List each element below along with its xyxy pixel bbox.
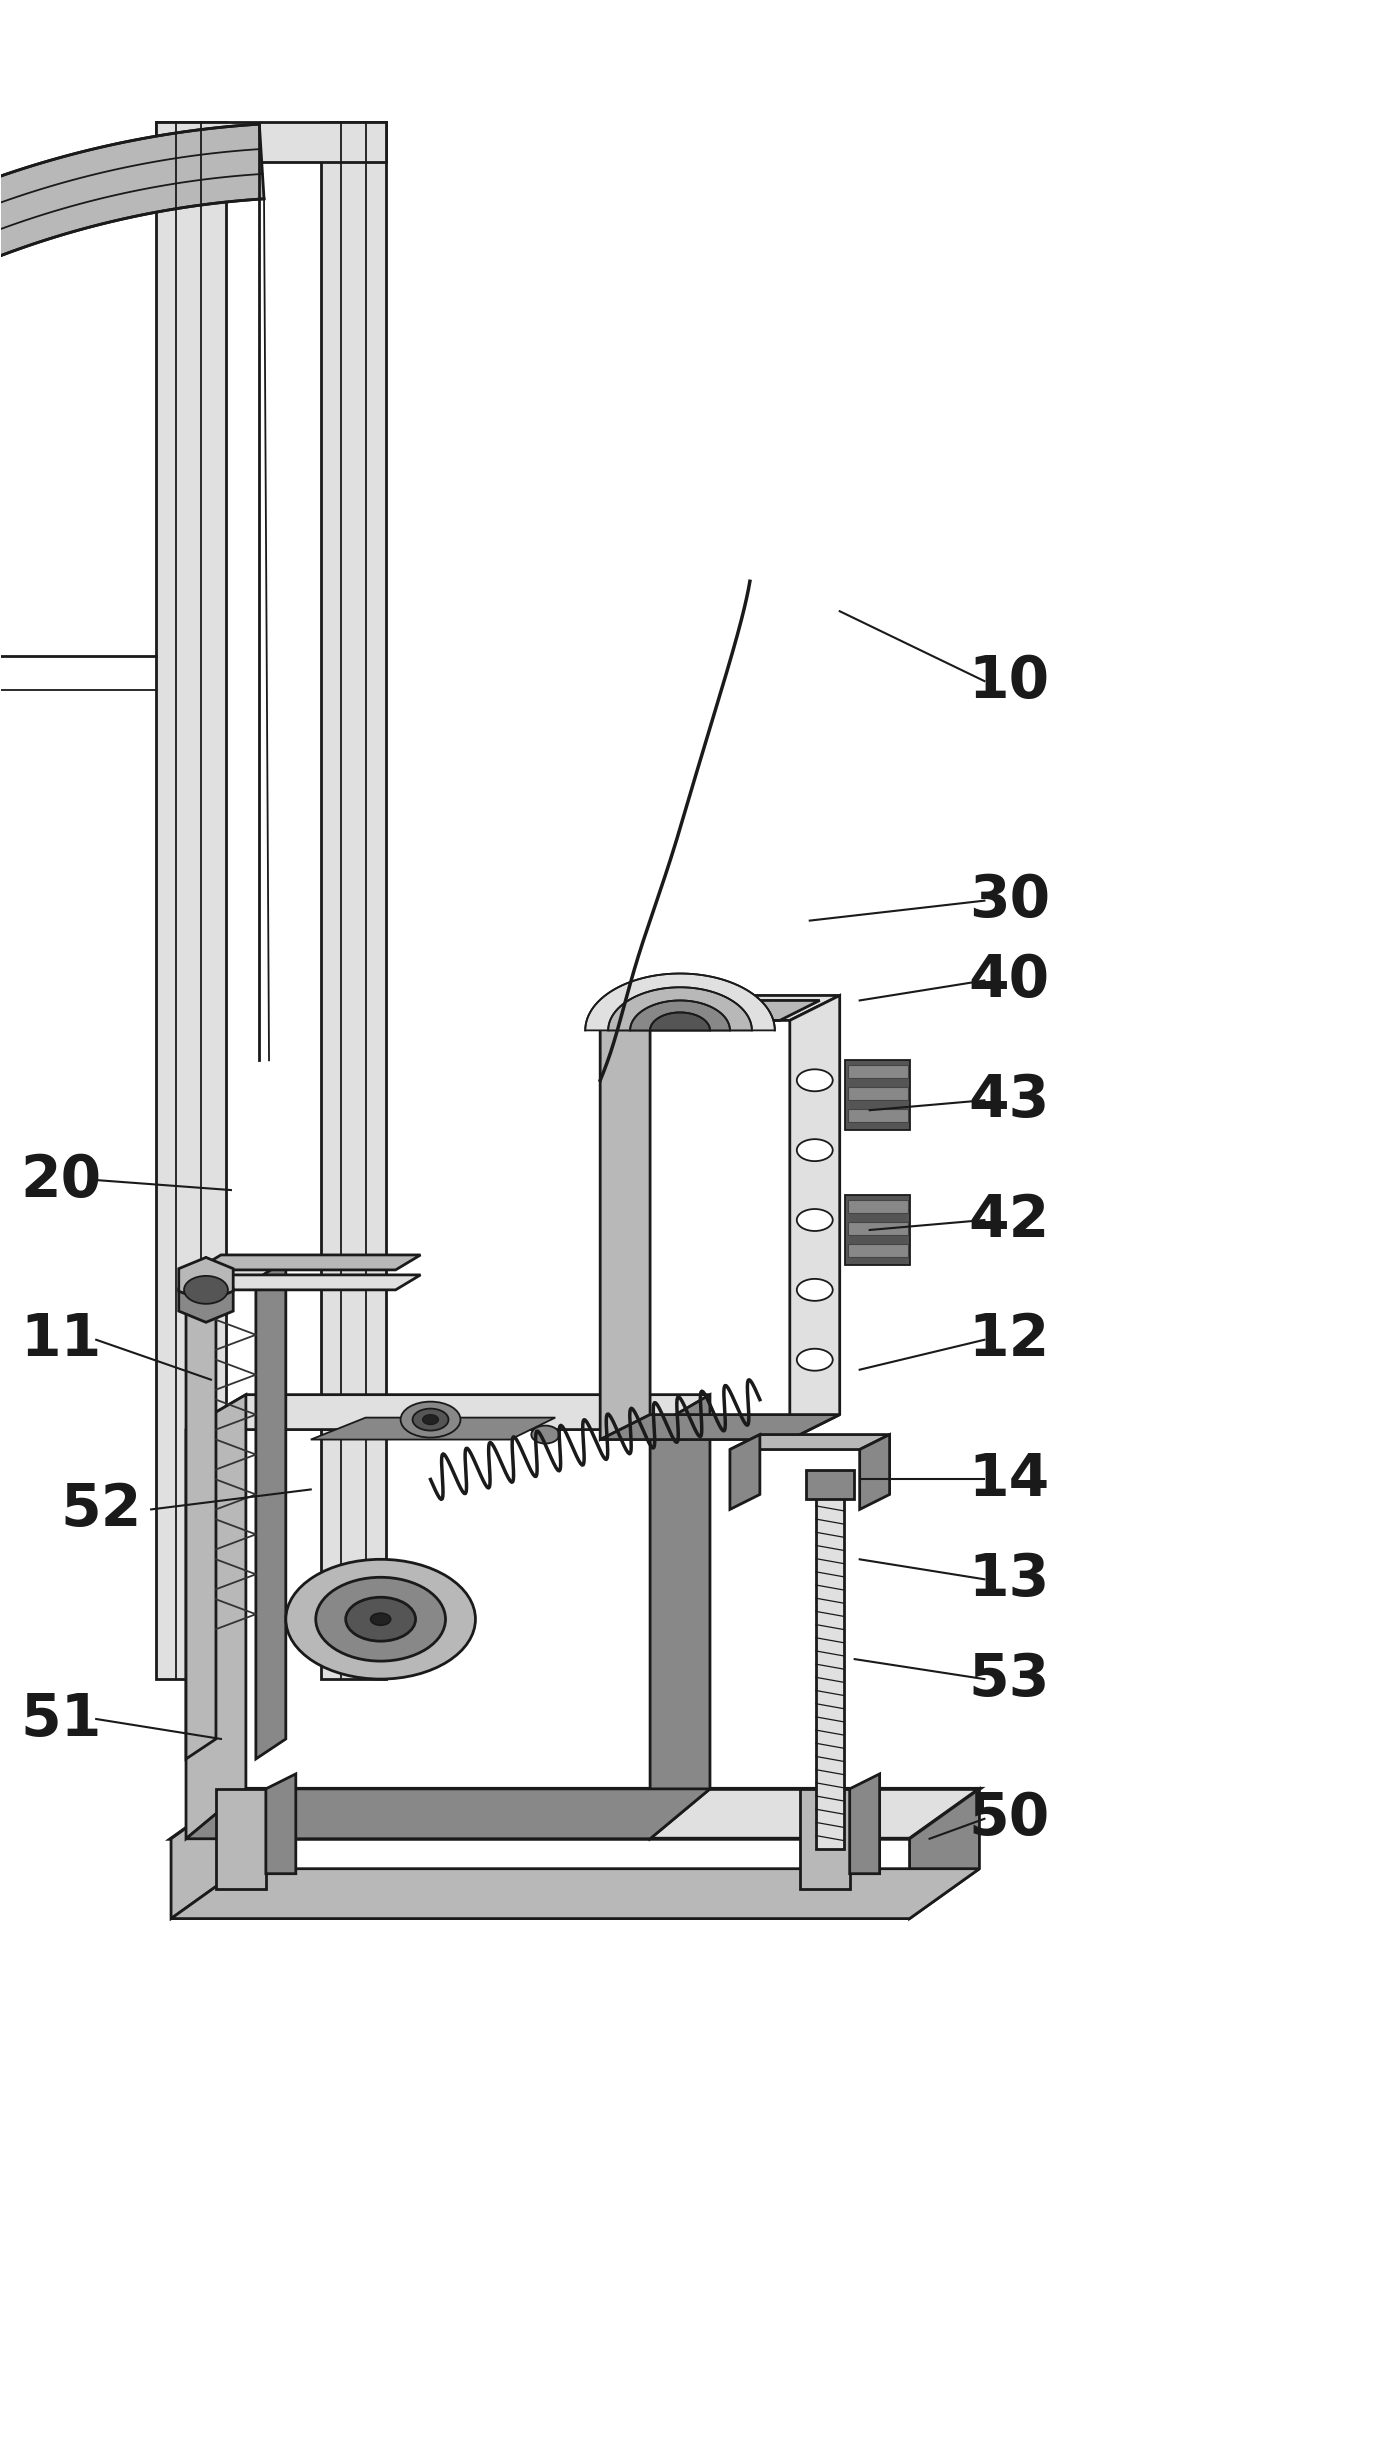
Ellipse shape: [286, 1559, 475, 1678]
Text: 11: 11: [21, 1312, 101, 1368]
Polygon shape: [311, 1417, 555, 1439]
Polygon shape: [179, 1258, 234, 1302]
Ellipse shape: [346, 1598, 416, 1642]
Polygon shape: [0, 125, 264, 691]
Polygon shape: [171, 1788, 980, 1840]
Polygon shape: [630, 1002, 730, 1031]
Polygon shape: [848, 1087, 908, 1099]
Polygon shape: [585, 972, 774, 1031]
Polygon shape: [186, 1395, 710, 1429]
Ellipse shape: [796, 1349, 833, 1371]
Ellipse shape: [796, 1070, 833, 1092]
Ellipse shape: [316, 1578, 446, 1661]
Polygon shape: [848, 1200, 908, 1214]
Polygon shape: [651, 1395, 710, 1840]
Text: 13: 13: [969, 1551, 1049, 1607]
Polygon shape: [265, 1774, 296, 1874]
Polygon shape: [171, 1869, 980, 1918]
Text: 50: 50: [969, 1791, 1049, 1847]
Ellipse shape: [796, 1278, 833, 1300]
Ellipse shape: [796, 1138, 833, 1160]
Text: 30: 30: [969, 872, 1049, 928]
Text: 14: 14: [969, 1451, 1049, 1507]
Ellipse shape: [796, 1209, 833, 1231]
Polygon shape: [196, 1275, 421, 1290]
Text: 12: 12: [969, 1312, 1049, 1368]
Polygon shape: [256, 1261, 286, 1759]
Polygon shape: [600, 994, 840, 1021]
Ellipse shape: [423, 1414, 438, 1424]
Polygon shape: [321, 122, 385, 1678]
Polygon shape: [171, 1788, 240, 1918]
Polygon shape: [156, 122, 227, 1678]
Polygon shape: [600, 994, 651, 1439]
Polygon shape: [848, 1222, 908, 1236]
Polygon shape: [730, 1434, 890, 1449]
Polygon shape: [186, 1261, 215, 1759]
Text: 42: 42: [969, 1192, 1049, 1248]
Polygon shape: [609, 987, 752, 1031]
Polygon shape: [848, 1065, 908, 1077]
Ellipse shape: [413, 1410, 449, 1432]
Text: 52: 52: [61, 1480, 142, 1539]
Text: 51: 51: [21, 1691, 101, 1747]
Polygon shape: [816, 1480, 844, 1849]
Polygon shape: [186, 1261, 286, 1280]
Polygon shape: [591, 1002, 820, 1021]
Polygon shape: [215, 1788, 265, 1888]
Polygon shape: [651, 1011, 710, 1031]
Polygon shape: [909, 1788, 980, 1918]
Polygon shape: [196, 1256, 421, 1270]
Text: 20: 20: [21, 1151, 101, 1209]
Polygon shape: [156, 122, 385, 161]
Polygon shape: [859, 1434, 890, 1510]
Ellipse shape: [183, 1275, 228, 1305]
Ellipse shape: [531, 1427, 559, 1444]
Polygon shape: [849, 1774, 880, 1874]
Text: 43: 43: [969, 1072, 1049, 1129]
Polygon shape: [730, 1434, 760, 1510]
Text: 40: 40: [969, 953, 1049, 1009]
Text: 53: 53: [969, 1651, 1049, 1708]
Ellipse shape: [371, 1612, 391, 1625]
Ellipse shape: [400, 1402, 460, 1436]
Polygon shape: [600, 1414, 840, 1439]
Polygon shape: [186, 1788, 710, 1840]
Polygon shape: [790, 994, 840, 1439]
Polygon shape: [845, 1060, 909, 1131]
Polygon shape: [848, 1243, 908, 1258]
Text: 10: 10: [969, 652, 1049, 708]
Polygon shape: [179, 1278, 234, 1322]
Polygon shape: [848, 1109, 908, 1121]
Polygon shape: [806, 1471, 853, 1500]
Polygon shape: [845, 1195, 909, 1265]
Polygon shape: [186, 1395, 246, 1840]
Polygon shape: [799, 1788, 849, 1888]
